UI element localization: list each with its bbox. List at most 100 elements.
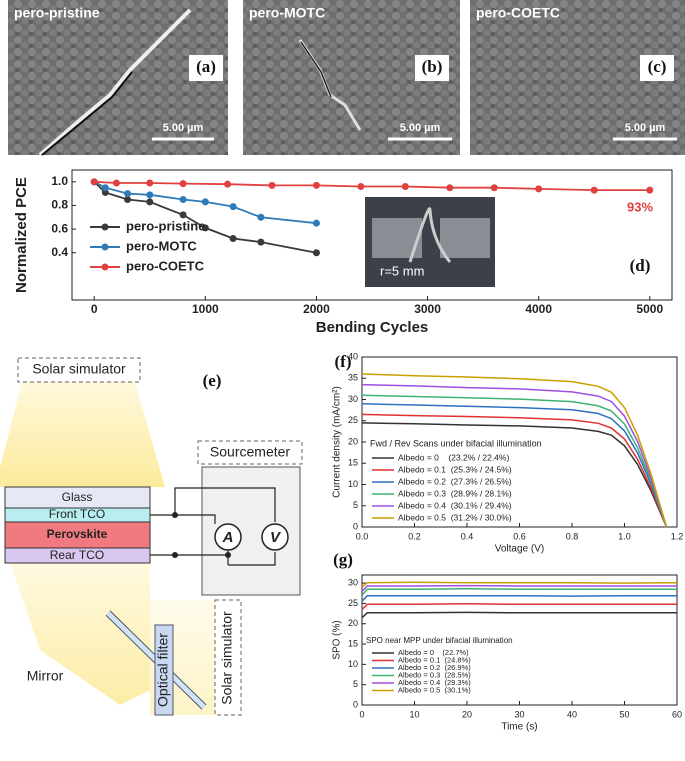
series-marker bbox=[90, 178, 98, 186]
x-tick-label: 1000 bbox=[192, 302, 219, 316]
y-tick-label: 25 bbox=[348, 415, 358, 425]
series-marker bbox=[312, 249, 320, 257]
series-marker bbox=[124, 190, 132, 198]
legend-swatch bbox=[101, 263, 109, 271]
y-tick-label: 1.0 bbox=[51, 174, 68, 188]
series-line bbox=[361, 422, 668, 528]
y-axis-label: Normalized PCE bbox=[13, 177, 30, 293]
legend-label: Albedo = 0.4 (29.3%) bbox=[398, 678, 471, 687]
y-tick-label: 0 bbox=[353, 521, 358, 531]
series-marker bbox=[101, 184, 109, 192]
x-tick-label: 0.8 bbox=[566, 531, 579, 541]
series-marker bbox=[146, 179, 154, 187]
legend-label: Albedo = 0.1 (25.3% / 24.5%) bbox=[398, 464, 512, 474]
legend-label: Albedo = 0.5 (31.2% / 30.0%) bbox=[398, 512, 512, 522]
series-marker bbox=[229, 235, 237, 243]
series-marker bbox=[229, 203, 237, 211]
legend-label: Albedo = 0.4 (30.1% / 29.4%) bbox=[398, 500, 512, 510]
sem-label: pero-COETC bbox=[476, 5, 560, 21]
panel-label: (b) bbox=[422, 57, 443, 76]
source-label: Solar simulator bbox=[32, 361, 126, 377]
series-marker bbox=[257, 238, 265, 246]
scale-label: 5.00 µm bbox=[625, 122, 666, 134]
x-tick-label: 50 bbox=[619, 709, 629, 719]
x-tick-label: 4000 bbox=[525, 302, 552, 316]
series-marker bbox=[590, 186, 598, 194]
series-line bbox=[361, 413, 668, 528]
series-line bbox=[361, 403, 668, 528]
x-tick-label: 0.4 bbox=[461, 531, 474, 541]
series-marker bbox=[179, 211, 187, 219]
x-tick-label: 60 bbox=[672, 709, 682, 719]
x-axis-label: Bending Cycles bbox=[316, 319, 429, 336]
layer-label: Front TCO bbox=[49, 507, 105, 521]
legend-title: SPO near MPP under bifacial illumination bbox=[366, 636, 513, 645]
legend-label: Albedo = 0.2 (27.3% / 26.5%) bbox=[398, 476, 512, 486]
legend-label: pero-MOTC bbox=[126, 238, 197, 253]
legend-label: Albedo = 0.5 (30.1%) bbox=[398, 685, 471, 694]
y-tick-label: 10 bbox=[348, 479, 358, 489]
panel-label: (d) bbox=[630, 256, 651, 275]
x-tick-label: 10 bbox=[409, 709, 419, 719]
series-line bbox=[361, 584, 677, 592]
mirror-label: Mirror bbox=[27, 668, 64, 684]
x-tick-label: 2000 bbox=[303, 302, 330, 316]
series-marker bbox=[146, 198, 154, 206]
series-marker bbox=[646, 186, 654, 194]
sem-label: pero-MOTC bbox=[249, 5, 325, 21]
series-line bbox=[361, 611, 677, 619]
x-axis-label: Time (s) bbox=[501, 722, 537, 733]
legend-label: Albedo = 0 (23.2% / 22.4%) bbox=[398, 452, 509, 462]
y-axis-label: SPO (%) bbox=[332, 620, 343, 659]
series-marker bbox=[146, 191, 154, 199]
series-line bbox=[361, 373, 668, 528]
layer-label: Perovskite bbox=[47, 527, 108, 541]
series-marker bbox=[124, 196, 132, 204]
y-tick-label: 30 bbox=[348, 578, 358, 588]
legend-label: Albedo = 0.1 (24.8%) bbox=[398, 655, 471, 664]
y-tick-label: 35 bbox=[348, 373, 358, 383]
annotation: 93% bbox=[627, 199, 653, 214]
series-line bbox=[361, 594, 677, 602]
ammeter: A bbox=[222, 529, 234, 546]
x-tick-label: 0.2 bbox=[408, 531, 421, 541]
plot-frame bbox=[71, 169, 673, 301]
series-marker bbox=[201, 224, 209, 232]
series-marker bbox=[224, 180, 232, 188]
y-tick-label: 20 bbox=[348, 618, 358, 628]
x-tick-label: 0.0 bbox=[356, 531, 369, 541]
series-line bbox=[361, 394, 668, 528]
x-tick-label: 40 bbox=[567, 709, 577, 719]
y-tick-label: 40 bbox=[348, 351, 358, 361]
legend-label: Albedo = 0.2 (26.9%) bbox=[398, 663, 471, 672]
series-line bbox=[361, 383, 668, 528]
x-tick-label: 5000 bbox=[636, 302, 663, 316]
filter-label: Optical filter bbox=[155, 633, 171, 707]
y-axis-label: Current density (mA/cm²) bbox=[332, 386, 343, 498]
layer-label: Rear TCO bbox=[50, 548, 104, 562]
series-marker bbox=[401, 183, 409, 191]
legend-label: Albedo = 0.3 (28.9% / 28.1%) bbox=[398, 488, 512, 498]
series-marker bbox=[179, 180, 187, 188]
x-tick-label: 30 bbox=[514, 709, 524, 719]
y-tick-label: 5 bbox=[353, 500, 358, 510]
x-tick-label: 1.2 bbox=[671, 531, 684, 541]
x-tick-label: 0.6 bbox=[513, 531, 526, 541]
y-tick-label: 0 bbox=[353, 699, 358, 709]
y-tick-label: 5 bbox=[353, 679, 358, 689]
legend-swatch bbox=[101, 243, 109, 251]
series-line bbox=[361, 588, 677, 596]
legend-title: Fwd / Rev Scans under bifacial illuminat… bbox=[370, 438, 542, 448]
x-tick-label: 3000 bbox=[414, 302, 441, 316]
voltmeter: V bbox=[270, 529, 282, 546]
y-tick-label: 0.6 bbox=[51, 221, 68, 235]
series-marker bbox=[112, 179, 120, 187]
y-tick-label: 20 bbox=[348, 436, 358, 446]
x-axis-label: Voltage (V) bbox=[495, 544, 544, 555]
y-tick-label: 15 bbox=[348, 638, 358, 648]
panel-label: (f) bbox=[335, 352, 352, 371]
sem-c: pero-COETC (c) 5.00 µm bbox=[470, 0, 685, 155]
series-marker bbox=[257, 213, 265, 221]
legend-label: pero-COETC bbox=[126, 258, 205, 273]
